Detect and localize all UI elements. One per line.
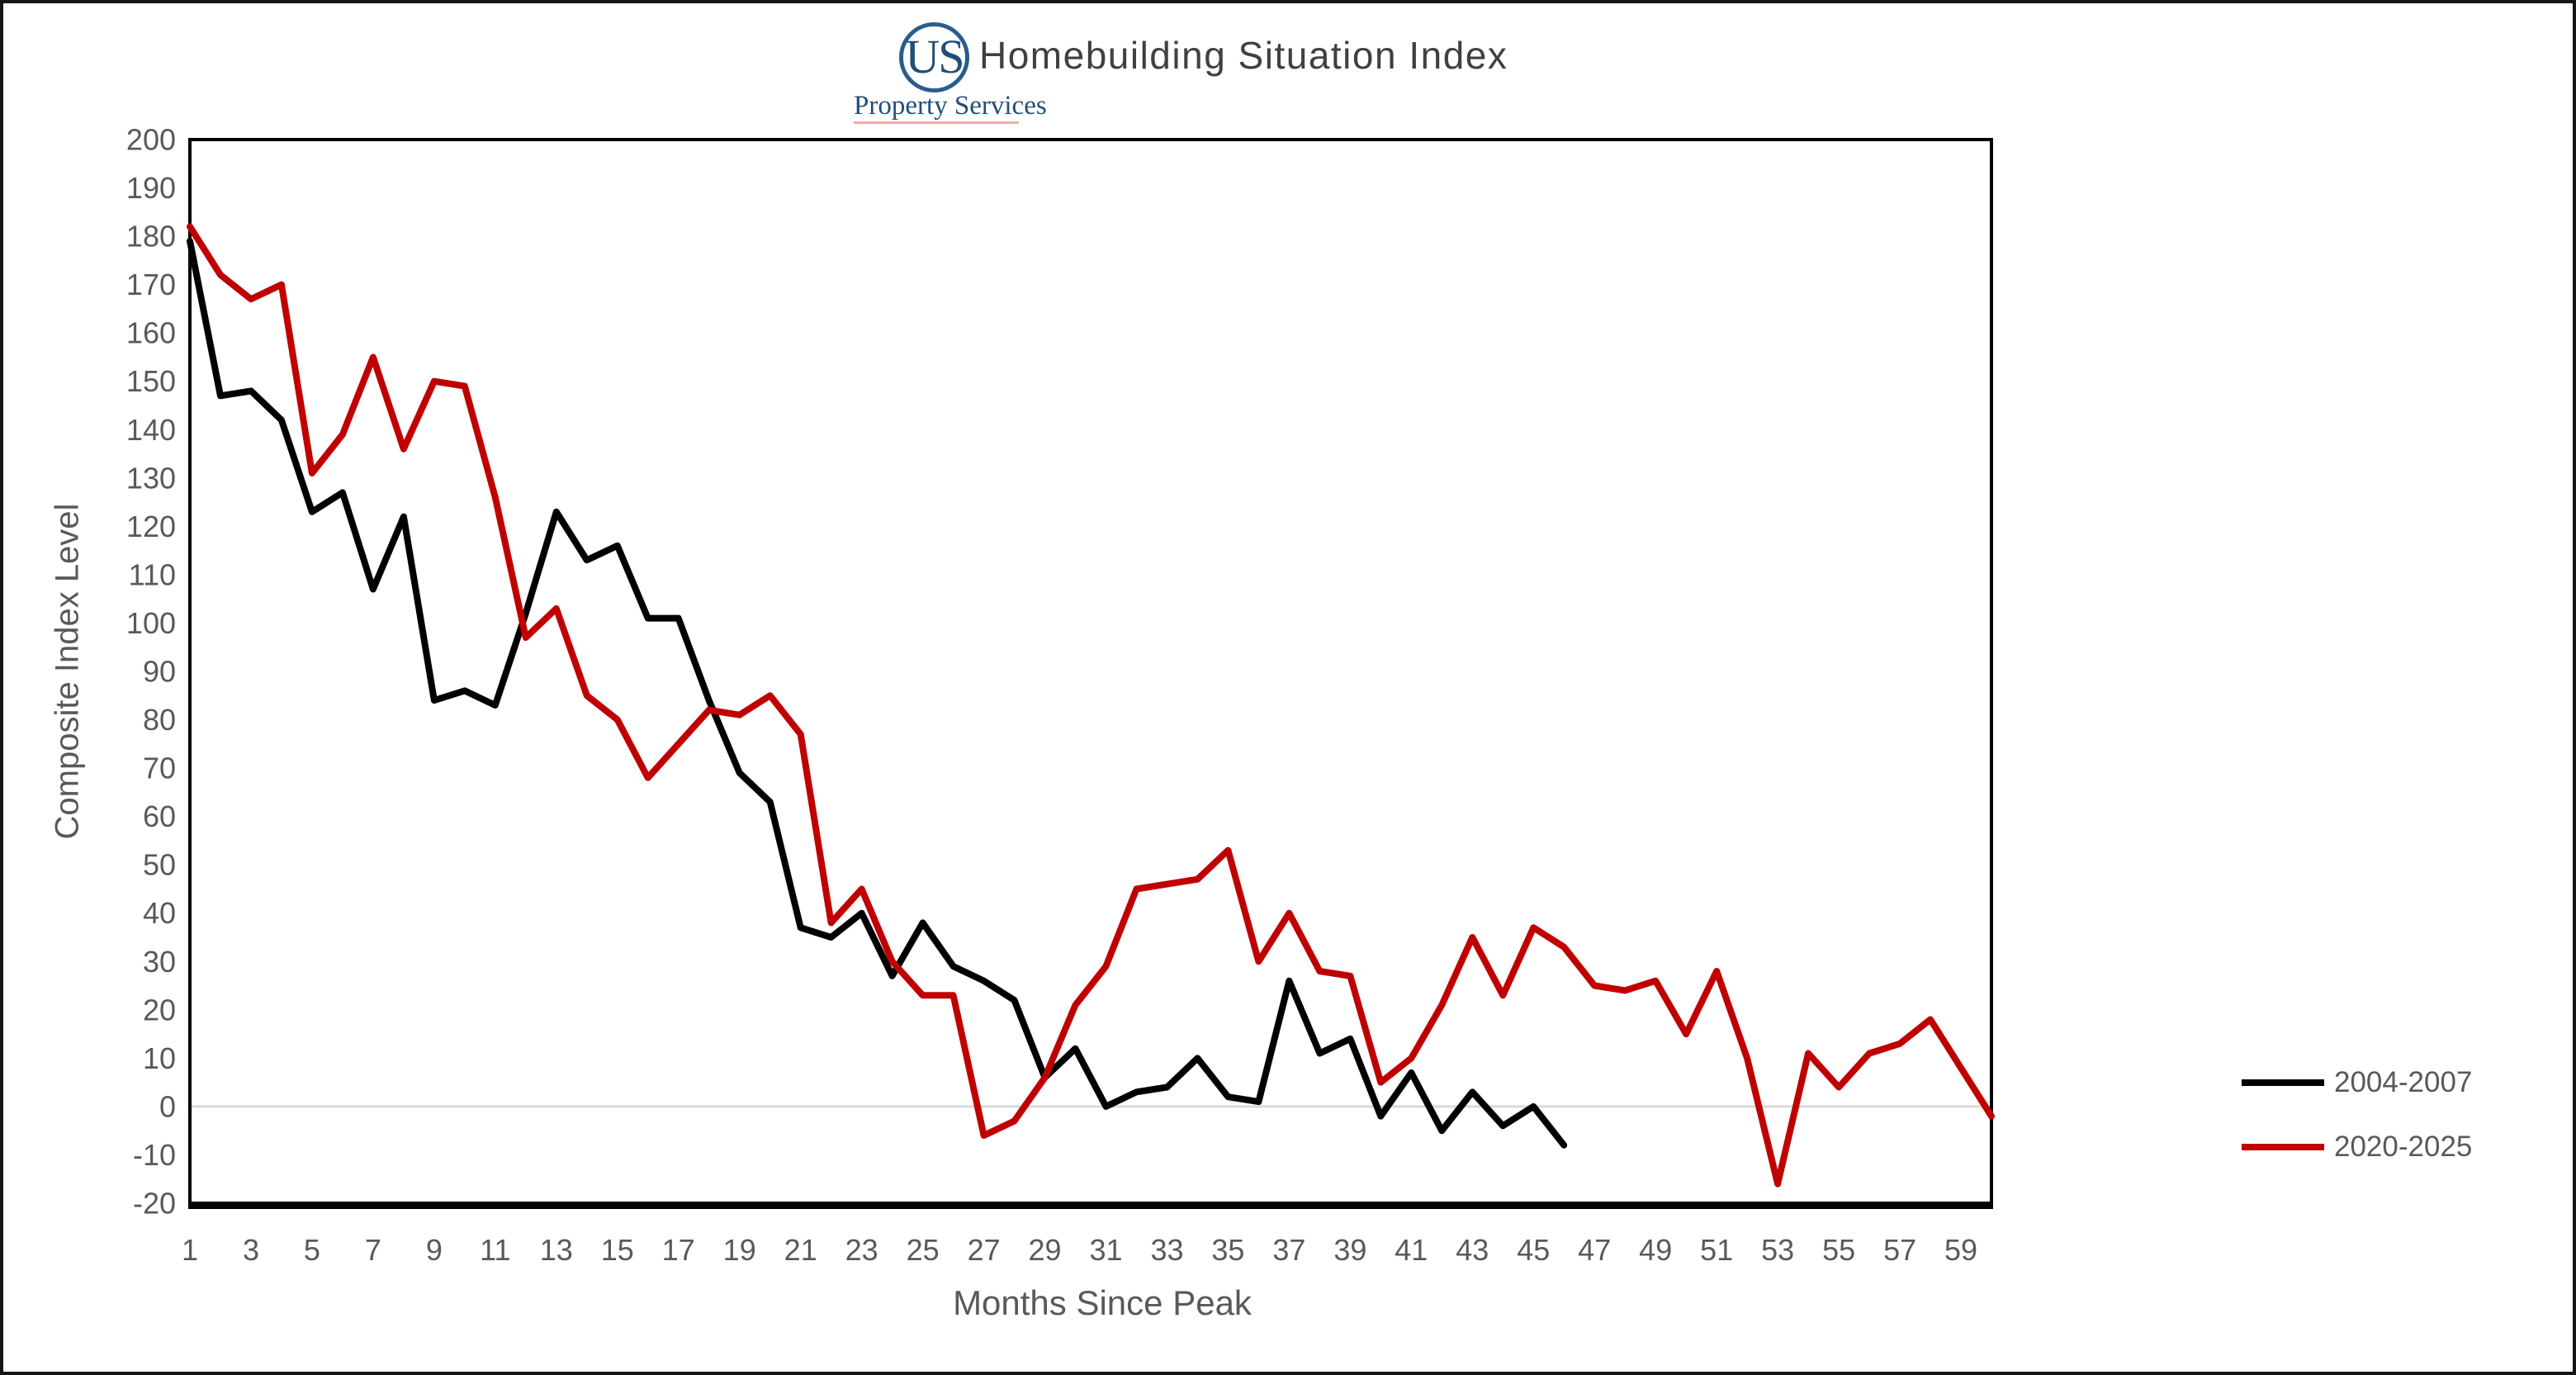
y-tick-label: 130 [126,461,176,495]
y-tick-label: 90 [143,655,176,689]
legend-label: 2004-2007 [2334,1066,2473,1098]
series-line-2020-2025 [187,223,1995,1188]
y-tick-label: 160 [126,316,176,350]
legend-item-2004-2007: 2004-2007 [2242,1065,2472,1100]
y-tick-label: 80 [143,703,176,737]
logo-underline-decoration [854,121,1019,124]
x-tick-label: 15 [601,1233,634,1267]
y-tick-label: 140 [126,413,176,447]
x-axis-title: Months Since Peak [953,1283,1252,1322]
y-tick-label: 70 [143,752,176,785]
y-tick-label: 150 [126,364,176,398]
y-tick-label: 40 [143,896,176,930]
y-axis-title: Composite Index Level [49,503,86,840]
x-tick-label: 59 [1944,1233,1977,1267]
y-tick-label: 0 [159,1089,176,1123]
x-tick-label: 39 [1333,1233,1366,1267]
y-tick-label: 180 [126,220,176,254]
y-tick-label: 20 [143,993,176,1027]
x-tick-label: 1 [182,1233,198,1267]
legend-line-black [2242,1079,2324,1086]
x-tick-label: 37 [1272,1233,1305,1267]
x-tick-label: 3 [243,1233,259,1267]
x-tick-label: 21 [784,1233,817,1267]
y-tick-label: 190 [126,171,176,205]
chart-title: Homebuilding Situation Index [979,34,1508,77]
legend-label: 2020-2025 [2334,1131,2473,1163]
x-tick-label: 19 [723,1233,756,1267]
x-tick-label: 11 [480,1233,510,1267]
x-tick-label: 55 [1822,1233,1855,1267]
x-tick-label: 5 [304,1233,320,1267]
x-tick-label: 31 [1089,1233,1122,1267]
x-tick-label: 47 [1578,1233,1611,1267]
x-tick-label: 23 [845,1233,878,1267]
y-tick-label: 30 [143,945,176,979]
x-tick-label: 9 [426,1233,443,1267]
y-tick-label: 120 [126,510,176,543]
x-tick-label: 51 [1700,1233,1733,1267]
y-tick-label: 170 [126,268,176,301]
y-tick-label: 50 [143,848,176,882]
y-tick-label: 10 [143,1041,176,1075]
y-tick-label: 110 [129,557,176,591]
legend-line-red [2242,1144,2324,1150]
x-tick-label: 43 [1456,1233,1489,1267]
x-tick-label: 7 [365,1233,381,1267]
x-tick-label: 45 [1517,1233,1550,1267]
x-tick-label: 29 [1028,1233,1061,1267]
x-tick-label: 35 [1211,1233,1244,1267]
logo-subtitle: Property Services [854,91,1047,121]
x-tick-label: 13 [540,1233,573,1267]
legend-item-2020-2025: 2020-2025 [2242,1130,2472,1164]
x-tick-label: 57 [1883,1233,1916,1267]
y-tick-label: 200 [126,123,176,157]
y-tick-label: -20 [133,1187,176,1221]
x-tick-label: 53 [1761,1233,1794,1267]
legend: 2004-2007 2020-2025 [2242,1065,2472,1194]
y-tick-label: 60 [143,799,176,833]
x-tick-label: 17 [662,1233,695,1267]
x-tick-label: 33 [1150,1233,1183,1267]
x-tick-label: 49 [1639,1233,1672,1267]
series-line-2004-2007 [187,237,1568,1149]
x-tick-label: 25 [907,1233,940,1267]
plot-border [188,138,1993,1205]
y-tick-label: 100 [126,606,176,640]
x-tick-label: 41 [1395,1233,1428,1267]
us-property-services-logo: US [899,22,969,92]
logo-monogram: US [905,29,964,83]
y-tick-label: -10 [133,1138,176,1172]
x-tick-label: 27 [968,1233,1001,1267]
